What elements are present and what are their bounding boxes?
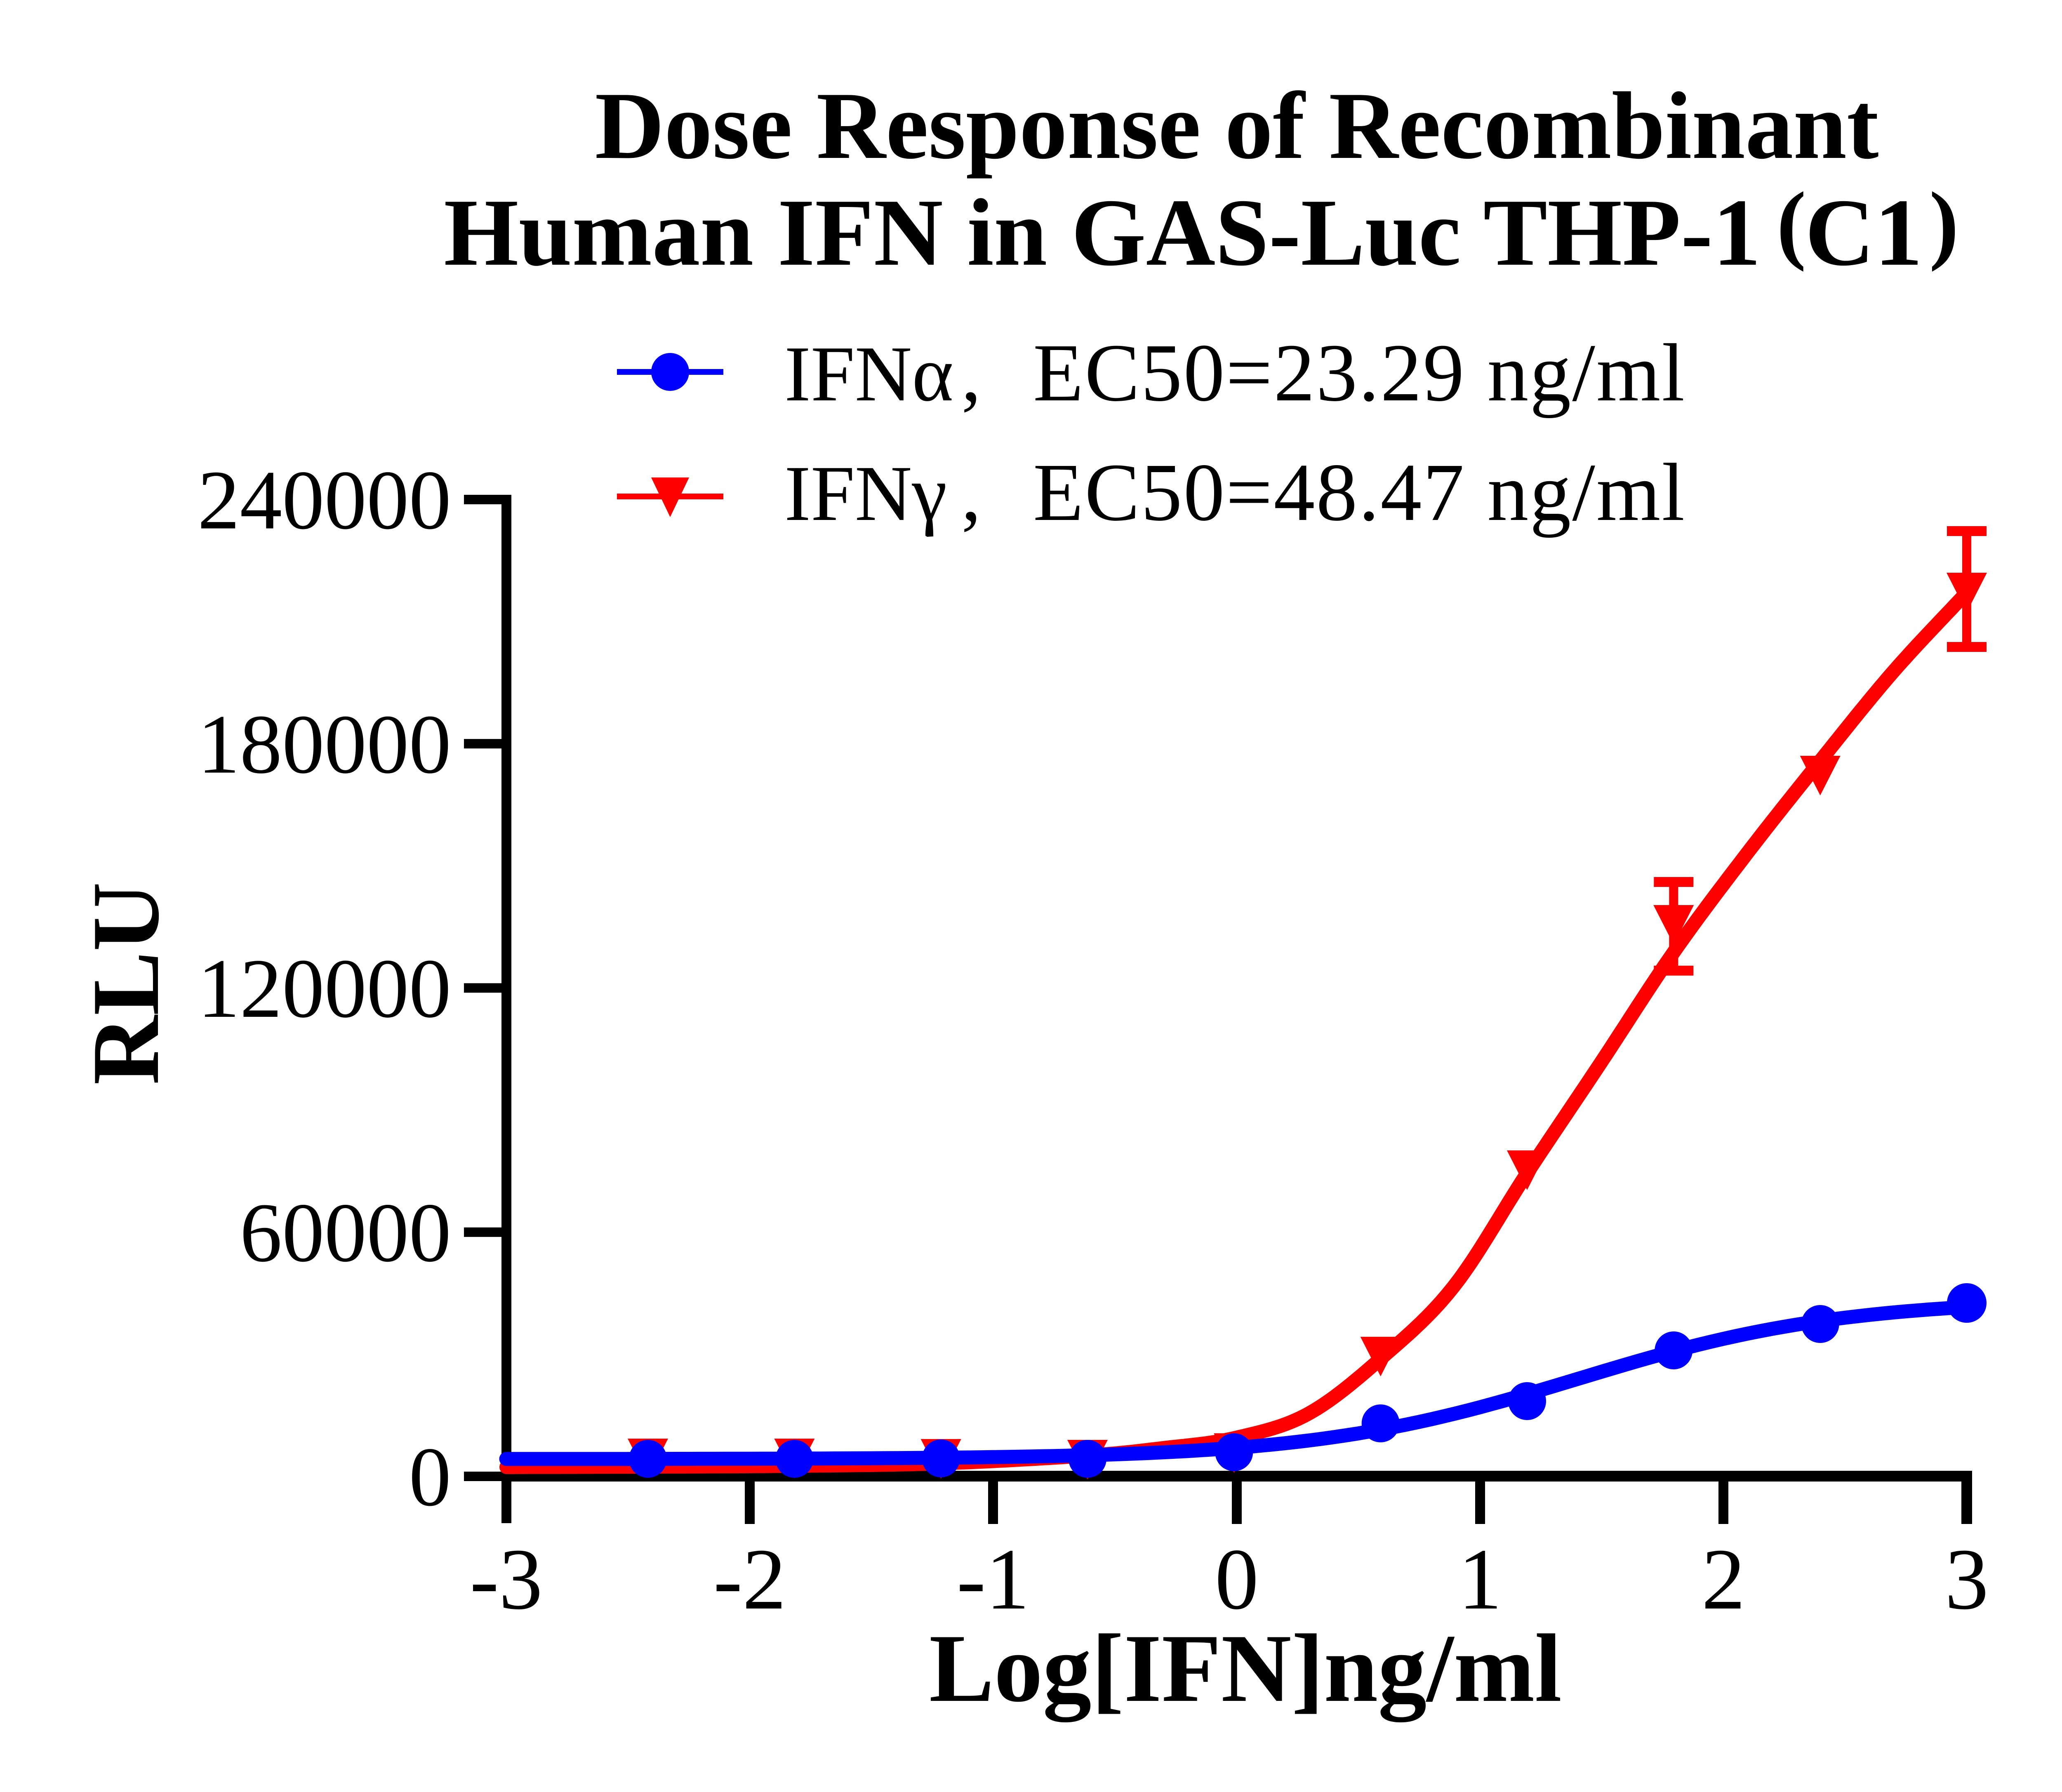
svg-text:EC50=23.29 ng/ml: EC50=23.29 ng/ml <box>1033 327 1686 419</box>
svg-text:1: 1 <box>1458 1531 1502 1627</box>
svg-text:2: 2 <box>1702 1531 1745 1627</box>
svg-text:Dose Response of Recombinant: Dose Response of Recombinant <box>595 73 1878 179</box>
svg-text:IFNα: IFNα <box>784 330 953 418</box>
svg-text:EC50=48.47 ng/ml: EC50=48.47 ng/ml <box>1033 447 1686 538</box>
svg-text:IFNγ: IFNγ <box>784 449 947 537</box>
svg-text:-1: -1 <box>957 1531 1030 1627</box>
svg-text:): ) <box>1929 174 1959 272</box>
svg-text:RLU: RLU <box>73 882 179 1085</box>
svg-text:,: , <box>961 449 981 537</box>
svg-text:Human IFN in GAS-Luc THP-1: Human IFN in GAS-Luc THP-1 <box>444 179 1761 286</box>
svg-text:120000: 120000 <box>198 942 451 1035</box>
svg-text:(: ( <box>1777 174 1806 272</box>
svg-text:0: 0 <box>409 1430 452 1524</box>
svg-text:240000: 240000 <box>198 454 451 547</box>
svg-text:,: , <box>961 330 981 418</box>
svg-text:Log[IFN]ng/ml: Log[IFN]ng/ml <box>929 1615 1562 1722</box>
svg-text:-2: -2 <box>713 1531 786 1627</box>
svg-text:0: 0 <box>1215 1531 1259 1627</box>
svg-text:3: 3 <box>1945 1531 1989 1627</box>
svg-text:-3: -3 <box>470 1531 543 1627</box>
svg-text:180000: 180000 <box>198 698 451 791</box>
svg-text:C1: C1 <box>1805 179 1923 286</box>
svg-text:60000: 60000 <box>240 1186 452 1279</box>
